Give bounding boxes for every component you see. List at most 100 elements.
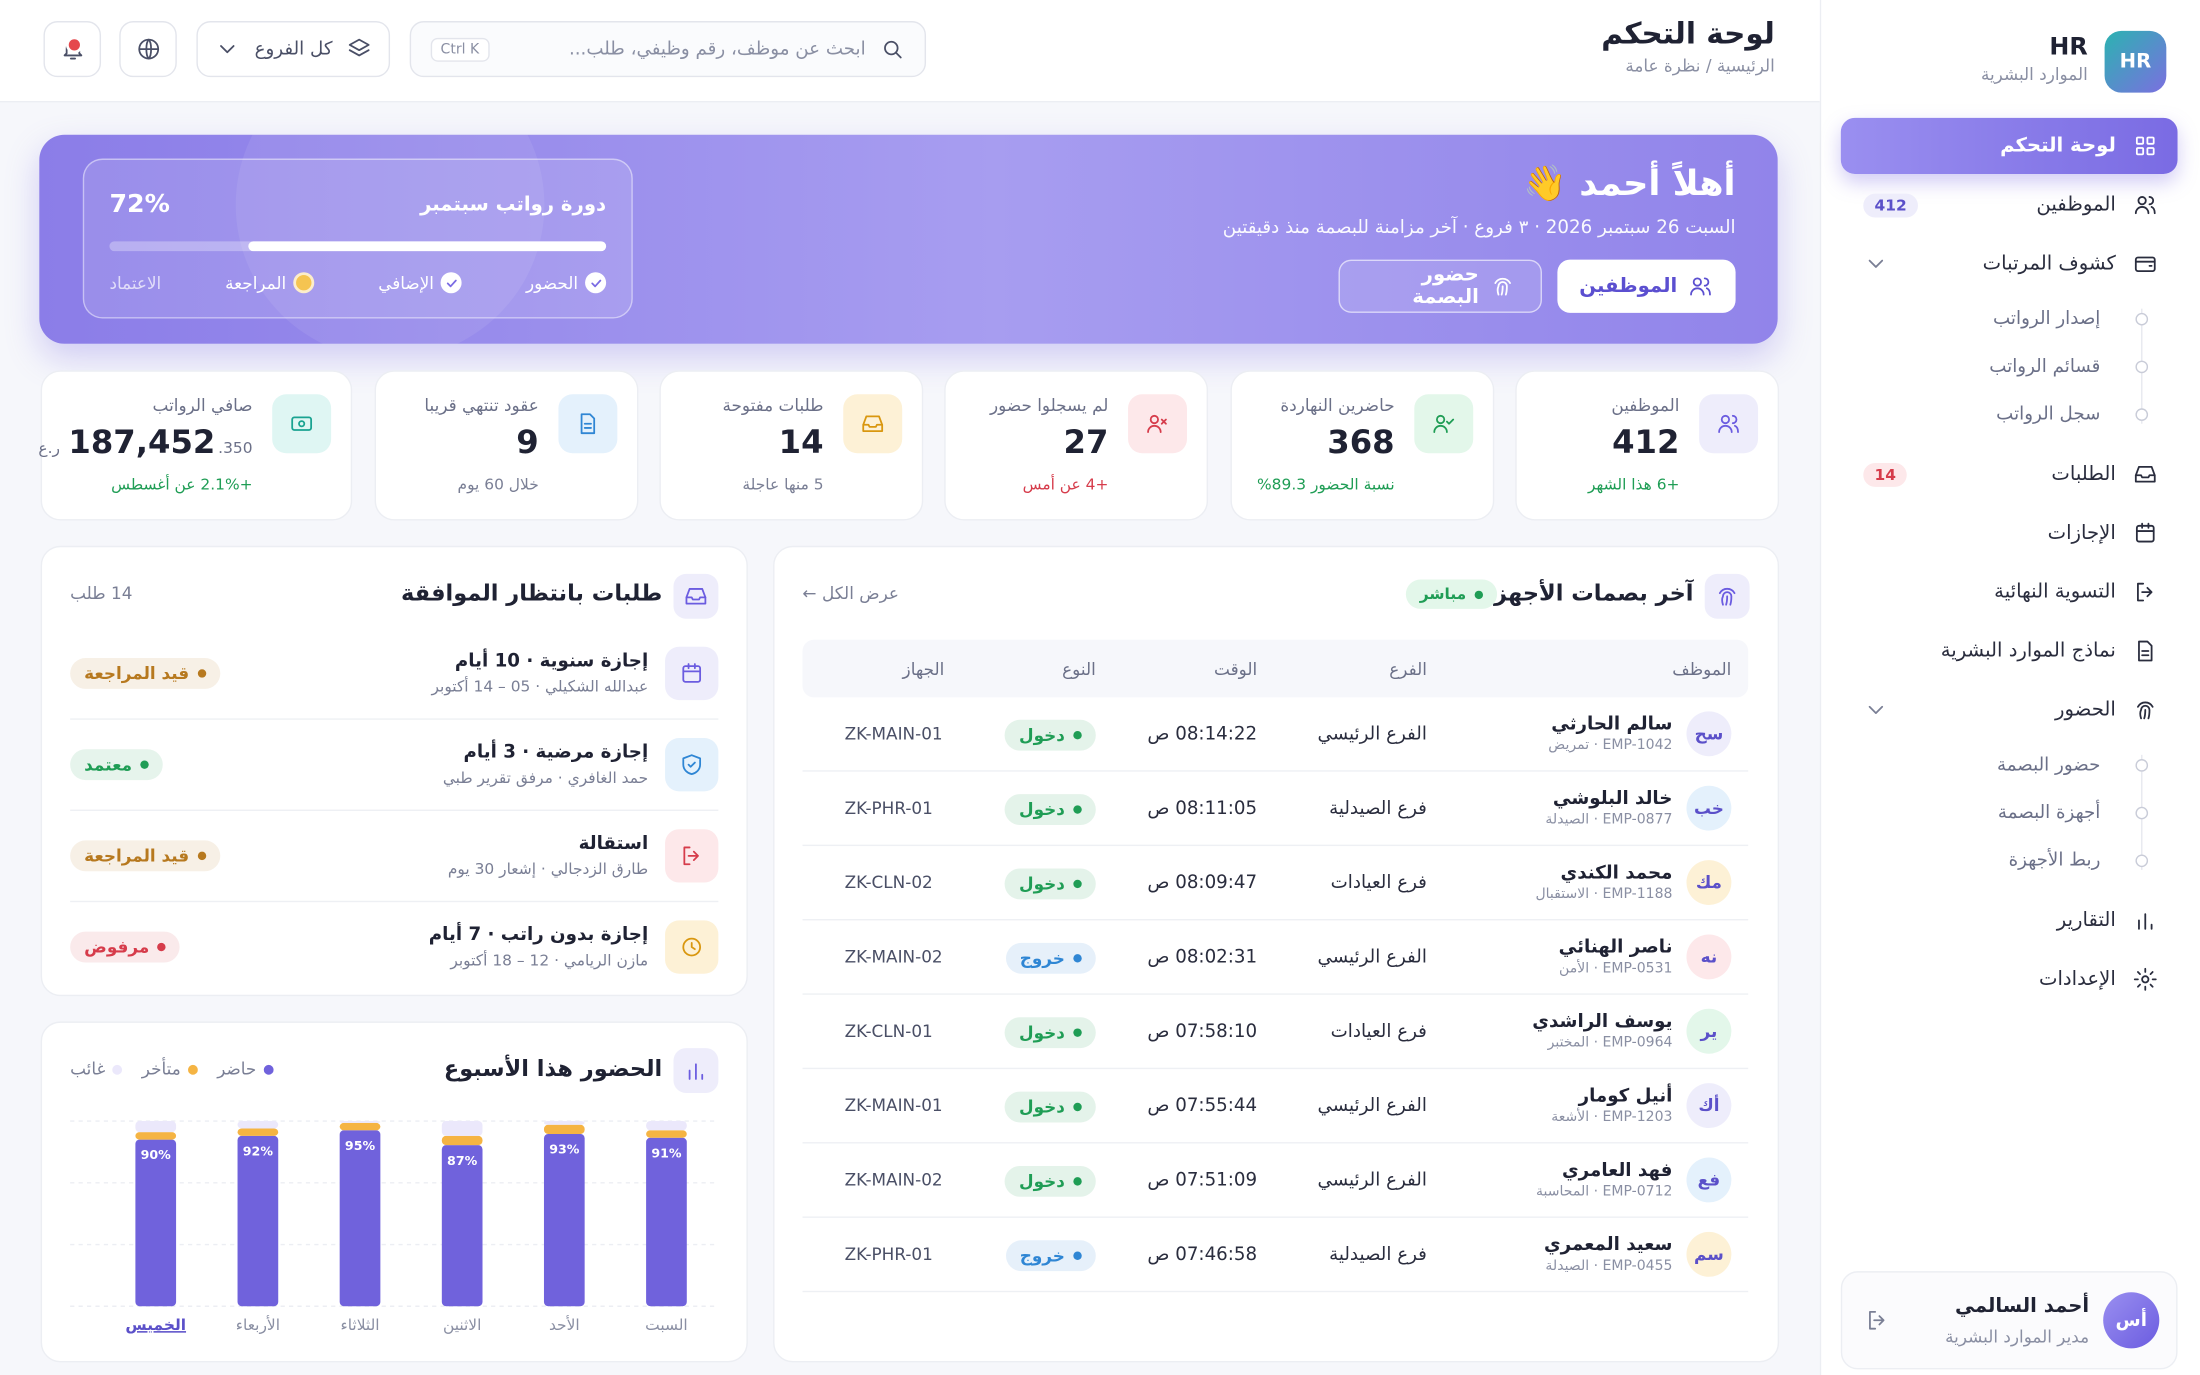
icon-shape — [1868, 705, 1884, 714]
sub-nav-item[interactable]: سجل الرواتب — [1841, 390, 2178, 438]
nav-item[interactable]: الإجازات — [1841, 505, 2178, 561]
live-label: مباشر — [1419, 585, 1467, 604]
nav-item[interactable]: الموظفين 412 — [1841, 177, 2178, 233]
icon-shape — [1868, 259, 1884, 268]
type-badge: دخول — [1004, 719, 1096, 750]
progress-fill — [248, 241, 607, 252]
request-item[interactable]: إجازة مرضية · 3 أيام حمد الغافري · مرفق ت… — [70, 720, 719, 811]
legend-swatch — [187, 1064, 198, 1075]
live-dot — [1474, 589, 1484, 599]
icon — [2133, 908, 2158, 933]
icon-shape — [1718, 414, 1739, 434]
button-label: حضور البصمة — [1412, 263, 1479, 309]
icon-shape — [1433, 414, 1455, 434]
icon-shape — [682, 937, 702, 957]
icon-shape — [220, 45, 235, 54]
request-item[interactable]: إجازة بدون راتب · 7 أيام مازن الريامي · 1… — [70, 902, 719, 992]
icon-shape — [1690, 277, 1712, 296]
icon-shape — [2133, 967, 2157, 991]
nav-item[interactable]: التسوية النهائية — [1841, 564, 2178, 620]
logo[interactable]: HR — [2104, 30, 2167, 93]
sub-nav-item[interactable]: حضور البصمة — [1841, 741, 2178, 789]
icon-shape — [2141, 650, 2150, 657]
user-card[interactable]: أس أحمد السالمي مدير الموارد البشرية — [1840, 1271, 2178, 1370]
table-row: أك أنيل كومار EMP-1203 · الأشعة الفرع الرئي… — [802, 1069, 1749, 1144]
icon-shape — [2137, 701, 2154, 720]
sub-nav: حضور البصمة أجهزة البصمة ربط الأجهزة — [1841, 741, 2178, 884]
request-title: إجازة بدون راتب · 7 أيام — [428, 924, 649, 946]
icon-shape — [2134, 260, 2156, 267]
value-label: 92% — [243, 1144, 274, 1159]
sub-nav-item[interactable]: قسائم الرواتب — [1841, 342, 2178, 390]
device-cell: ZK-PHR-01 — [844, 798, 933, 818]
welcome-banner: أهلاً أحمد 👋 السبت 26 سبتمبر 2026 · ٣ فر… — [39, 134, 1778, 344]
language-button[interactable] — [119, 21, 177, 78]
stat-note: +6 هذا الشهر — [1587, 475, 1680, 494]
bar-segment — [339, 1121, 381, 1123]
device-cell: ZK-CLN-01 — [844, 1021, 933, 1042]
icon-shape — [1868, 705, 1884, 714]
logout-button[interactable] — [1865, 1308, 1890, 1333]
payroll-cycle-card: دورة رواتب سبتمبر 72% الحضور الإضافي المرا… — [82, 158, 633, 319]
stat-label: طلبات مفتوحة — [722, 395, 824, 416]
nav-item[interactable]: الحضور — [1841, 682, 2178, 738]
time-cell: 07:58:10 ص — [1147, 1020, 1258, 1042]
legend-swatch — [263, 1064, 274, 1075]
fingerprint-button[interactable]: حضور البصمة — [1338, 259, 1542, 313]
type-badge: دخول — [1004, 1090, 1096, 1122]
table-row: مك محمد الكندي EMP-1188 · الاستقبال فرع الع… — [802, 846, 1749, 921]
sub-nav-item[interactable]: ربط الأجهزة — [1841, 836, 2178, 884]
view-all-link[interactable]: عرض الكل ← — [802, 583, 899, 604]
nav-item[interactable]: لوحة التحكم — [1840, 117, 2178, 174]
chevron — [215, 36, 240, 61]
bar-segment — [237, 1121, 279, 1129]
branch-label: كل الفروع — [254, 38, 333, 60]
notifications-button[interactable] — [43, 21, 102, 78]
type-badge: دخول — [1004, 793, 1096, 825]
icon-shape — [1869, 1310, 1885, 1330]
stat-value: 368 — [1327, 425, 1395, 462]
legend-item: غائب — [70, 1059, 123, 1079]
icon-shape — [688, 1063, 704, 1080]
nav-item[interactable]: نماذج الموارد البشرية — [1841, 623, 2178, 679]
nav-item[interactable]: الإعدادات — [1841, 951, 2178, 1007]
type-cell: دخول — [955, 1164, 1096, 1197]
icon — [2133, 967, 2158, 992]
icon-shape — [2134, 256, 2156, 273]
shortcut-hint: Ctrl K — [430, 37, 490, 62]
nav-item[interactable]: التقارير — [1841, 892, 2178, 948]
nav: لوحة التحكم الموظفين 412 كشوف المرتبات إصدار… — [1840, 117, 2178, 1010]
branch-cell: فرع الصيدلية — [1329, 797, 1427, 819]
nav-item[interactable]: كشوف المرتبات — [1841, 236, 2178, 292]
employee-sub: EMP-0877 · الصيدلة — [1545, 812, 1673, 828]
nav-label: الحضور — [2055, 698, 2116, 722]
employee-info: أنيل كومار EMP-1203 · الأشعة — [1551, 1086, 1672, 1125]
icon-shape — [2138, 640, 2153, 662]
sub-nav-item[interactable]: أجهزة البصمة — [1841, 789, 2178, 837]
icon-shape — [2133, 967, 2157, 991]
bar-segment — [543, 1124, 585, 1135]
stat-card: لم يسجلوا حضور 27 +4 عن أمس — [944, 370, 1209, 521]
icon-shape — [298, 420, 306, 428]
stat-label: صافي الرواتب — [152, 395, 253, 416]
nav-label: نماذج الموارد البشرية — [1940, 639, 2116, 663]
search-box[interactable]: ابحث عن موظف، رقم وظيفي، طلب... Ctrl K — [409, 21, 927, 78]
button-icon — [1490, 274, 1515, 299]
branch-cell: الفرع الرئيسي — [1317, 946, 1427, 968]
request-item[interactable]: إجازة سنوية · 10 أيام عبدالله الشكيلي · 0… — [70, 629, 719, 720]
employees-button[interactable]: الموظفين — [1557, 259, 1736, 313]
sub-nav: إصدار الرواتب قسائم الرواتب سجل الرواتب — [1841, 295, 2178, 438]
request-item[interactable]: استقالة طارق الزدجالي · إشعار 30 يوم قيد ا… — [70, 811, 719, 903]
employee-cell: سح سالم الحارثي EMP-1042 · تمريض — [1447, 711, 1749, 757]
branch-select[interactable]: كل الفروع — [196, 21, 391, 78]
icon-shape — [895, 51, 902, 59]
sub-nav-item[interactable]: إصدار الرواتب — [1841, 295, 2178, 343]
icon-shape — [2146, 136, 2155, 145]
employee-name: يوسف الراشدي — [1532, 1011, 1673, 1033]
nav-item[interactable]: الطلبات 14 — [1841, 446, 2178, 502]
employee-name: سالم الحارثي — [1551, 714, 1673, 736]
progress-track — [109, 241, 607, 252]
x-tick-label: الثلاثاء — [340, 1316, 379, 1334]
nav-label: الإجازات — [2047, 521, 2116, 545]
icon — [2133, 521, 2158, 546]
